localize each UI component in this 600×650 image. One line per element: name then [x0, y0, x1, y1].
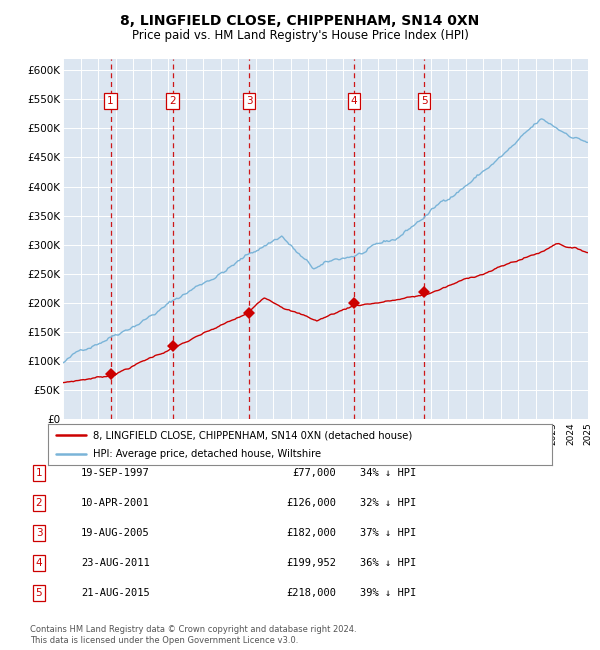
- Text: 32% ↓ HPI: 32% ↓ HPI: [360, 498, 416, 508]
- Text: 19-SEP-1997: 19-SEP-1997: [81, 468, 150, 478]
- Text: 8, LINGFIELD CLOSE, CHIPPENHAM, SN14 0XN: 8, LINGFIELD CLOSE, CHIPPENHAM, SN14 0XN: [121, 14, 479, 29]
- Text: £218,000: £218,000: [286, 588, 336, 598]
- Text: 1: 1: [35, 468, 43, 478]
- Text: 23-AUG-2011: 23-AUG-2011: [81, 558, 150, 568]
- Text: HPI: Average price, detached house, Wiltshire: HPI: Average price, detached house, Wilt…: [94, 449, 322, 459]
- Text: 2: 2: [169, 96, 176, 106]
- Text: £182,000: £182,000: [286, 528, 336, 538]
- Text: 5: 5: [35, 588, 43, 598]
- Text: £126,000: £126,000: [286, 498, 336, 508]
- Text: 4: 4: [35, 558, 43, 568]
- Text: 5: 5: [421, 96, 428, 106]
- Text: 3: 3: [35, 528, 43, 538]
- Text: 19-AUG-2005: 19-AUG-2005: [81, 528, 150, 538]
- Text: 39% ↓ HPI: 39% ↓ HPI: [360, 588, 416, 598]
- Text: £77,000: £77,000: [292, 468, 336, 478]
- Text: 1: 1: [107, 96, 114, 106]
- Text: 4: 4: [351, 96, 358, 106]
- Text: 36% ↓ HPI: 36% ↓ HPI: [360, 558, 416, 568]
- Text: 37% ↓ HPI: 37% ↓ HPI: [360, 528, 416, 538]
- Text: 10-APR-2001: 10-APR-2001: [81, 498, 150, 508]
- Text: Price paid vs. HM Land Registry's House Price Index (HPI): Price paid vs. HM Land Registry's House …: [131, 29, 469, 42]
- Text: 34% ↓ HPI: 34% ↓ HPI: [360, 468, 416, 478]
- Text: £199,952: £199,952: [286, 558, 336, 568]
- Text: 2: 2: [35, 498, 43, 508]
- Text: 3: 3: [246, 96, 253, 106]
- Text: 8, LINGFIELD CLOSE, CHIPPENHAM, SN14 0XN (detached house): 8, LINGFIELD CLOSE, CHIPPENHAM, SN14 0XN…: [94, 430, 413, 440]
- Text: Contains HM Land Registry data © Crown copyright and database right 2024.
This d: Contains HM Land Registry data © Crown c…: [30, 625, 356, 645]
- Text: 21-AUG-2015: 21-AUG-2015: [81, 588, 150, 598]
